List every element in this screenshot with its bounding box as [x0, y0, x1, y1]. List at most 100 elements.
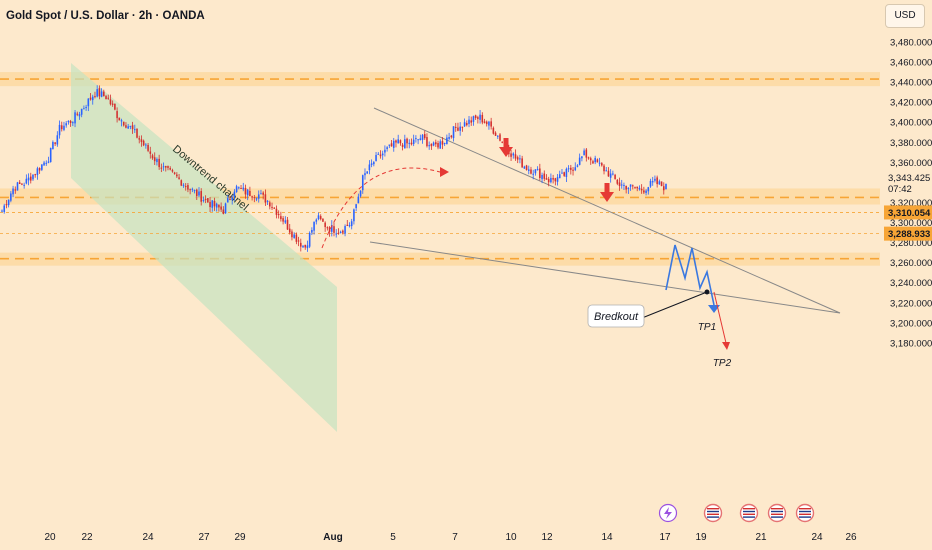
candle-body	[89, 97, 92, 100]
candle-body	[32, 174, 34, 180]
candle-body	[173, 172, 176, 174]
candle-body	[271, 206, 273, 208]
candle-body	[439, 141, 442, 149]
candle-body	[337, 232, 340, 234]
candle-body	[23, 184, 25, 186]
candle-body	[496, 135, 499, 137]
candle-body	[454, 126, 457, 128]
candle-body	[302, 245, 304, 248]
candle-body	[561, 172, 563, 174]
candle-body	[375, 155, 377, 161]
candle-body	[632, 185, 634, 187]
candle-body	[397, 139, 399, 144]
candle-body	[499, 134, 501, 141]
price-tag-label: 3,310.054	[888, 208, 931, 219]
candle-body	[388, 144, 391, 146]
us-flag-event-icon	[703, 503, 723, 523]
candle-body	[510, 153, 512, 157]
candle-body	[623, 184, 625, 186]
x-tick-label: 29	[234, 532, 246, 543]
price-axis: 3,480.000 3,460.000 3,440.000 3,420.000 3,40…	[880, 0, 932, 550]
candle-body	[572, 169, 574, 171]
downtrend-channel: Downtrend channel.	[71, 63, 337, 432]
candle-body	[176, 174, 178, 177]
candle-body	[406, 138, 408, 144]
candle-body	[213, 201, 216, 207]
candle-body	[523, 166, 526, 169]
candle-body	[238, 187, 240, 189]
candle-body	[647, 187, 650, 192]
economic-events	[658, 503, 815, 523]
candle-body	[262, 192, 264, 195]
candle-body	[264, 194, 267, 203]
candle-body	[96, 89, 98, 97]
candle-body	[98, 88, 101, 97]
time-axis: 20 22 24 27 29 Aug 5 7 10 12 14 17 19 21 24 26	[44, 532, 857, 543]
candle-body	[209, 201, 211, 208]
price-guide-lines	[0, 212, 880, 235]
currency-button[interactable]: USD	[885, 4, 925, 28]
candle-body	[58, 124, 61, 136]
candle-body	[534, 169, 537, 174]
candle-body	[319, 216, 322, 220]
candle-body	[118, 117, 121, 121]
candle-body	[87, 98, 90, 107]
candle-body	[7, 199, 10, 206]
x-tick-label: Aug	[323, 532, 342, 543]
tp2-arrow	[713, 291, 727, 344]
candle-body	[543, 173, 546, 179]
candle-body	[452, 126, 455, 139]
candle-body	[125, 125, 127, 128]
candle-body	[226, 198, 229, 203]
candle-body	[649, 180, 652, 187]
candle-body	[80, 108, 83, 115]
candle-body	[138, 138, 141, 140]
flag-stripe	[799, 513, 811, 515]
candle-body	[122, 121, 125, 126]
y-tick-label: 3,260.000	[890, 258, 932, 269]
current-price-label: 3,343.425	[888, 173, 930, 184]
top-arrow-head-icon	[499, 147, 513, 157]
price-tag: 3,310.054	[884, 205, 932, 220]
top-arrow-head-icon	[600, 192, 614, 202]
candle-body	[629, 184, 632, 187]
candle-body	[91, 96, 94, 101]
candle-body	[131, 125, 134, 130]
candle-body	[525, 165, 528, 171]
candle-body	[662, 186, 665, 191]
candle-body	[468, 119, 470, 125]
flag-stripe	[707, 508, 719, 510]
flag-stripe	[707, 513, 719, 515]
candle-body	[342, 230, 344, 233]
y-tick-label: 3,400.000	[890, 118, 932, 129]
y-tick-label: 3,380.000	[890, 138, 932, 149]
channel-area	[71, 63, 337, 432]
tp2-label: TP2	[713, 358, 732, 369]
candle-body	[581, 156, 583, 159]
candle-body	[63, 125, 65, 130]
candle-body	[76, 113, 79, 115]
y-tick-label: 3,280.000	[890, 238, 932, 249]
tp1-label: TP1	[698, 322, 716, 333]
candle-body	[565, 168, 568, 178]
candle-body	[567, 168, 570, 170]
price-tag-label: 3,288.933	[888, 229, 930, 240]
x-tick-label: 5	[390, 532, 396, 543]
y-tick-label: 3,220.000	[890, 298, 932, 309]
candle-body	[293, 234, 295, 238]
candle-body	[536, 169, 539, 171]
candle-body	[78, 114, 81, 117]
flag-stripe	[743, 508, 755, 510]
candle-body	[49, 147, 52, 162]
price-tag-bg	[884, 226, 932, 241]
candle-body	[222, 209, 225, 214]
candle-body	[127, 126, 129, 129]
candle-body	[187, 185, 189, 190]
candle-body	[156, 159, 158, 163]
x-tick-label: 22	[81, 532, 93, 543]
candle-body	[72, 122, 74, 124]
candle-body	[377, 153, 380, 155]
candle-body	[202, 200, 205, 202]
candle-body	[399, 140, 402, 144]
